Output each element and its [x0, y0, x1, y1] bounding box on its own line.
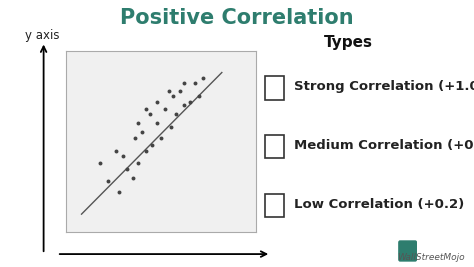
Bar [265, 135, 283, 159]
Point [129, 176, 137, 180]
Point [142, 148, 150, 153]
Point [135, 121, 142, 125]
Point [154, 121, 161, 125]
Text: Positive Correlation: Positive Correlation [120, 8, 354, 28]
Point [180, 103, 188, 107]
Text: y axis: y axis [25, 29, 59, 42]
Point [135, 161, 142, 166]
Point [131, 136, 138, 140]
Point [176, 89, 184, 93]
Point [123, 167, 131, 171]
Point [154, 99, 161, 104]
Point [157, 136, 165, 140]
Point [199, 76, 207, 80]
Point [116, 190, 123, 194]
Text: Medium Correlation (+0.5): Medium Correlation (+0.5) [294, 139, 474, 152]
Point [167, 125, 174, 129]
Point [161, 107, 169, 111]
FancyBboxPatch shape [398, 240, 417, 262]
Point [148, 143, 155, 147]
Point [169, 94, 176, 98]
Point [97, 161, 104, 166]
Point [165, 89, 173, 93]
Point [195, 94, 203, 98]
Point [173, 112, 180, 116]
Point [138, 130, 146, 135]
Point [112, 148, 119, 153]
Point [119, 154, 127, 158]
Bar [265, 76, 283, 100]
Text: Low Correlation (+0.2): Low Correlation (+0.2) [294, 198, 465, 211]
Bar [265, 194, 283, 217]
Text: Types: Types [324, 35, 373, 50]
Point [146, 112, 154, 116]
Text: Strong Correlation (+1.0): Strong Correlation (+1.0) [294, 80, 474, 93]
Point [186, 99, 193, 104]
Point [142, 107, 150, 111]
Point [104, 179, 112, 184]
Point [191, 81, 199, 85]
Point [180, 81, 188, 85]
Text: WallStreetMojo: WallStreetMojo [397, 253, 465, 262]
